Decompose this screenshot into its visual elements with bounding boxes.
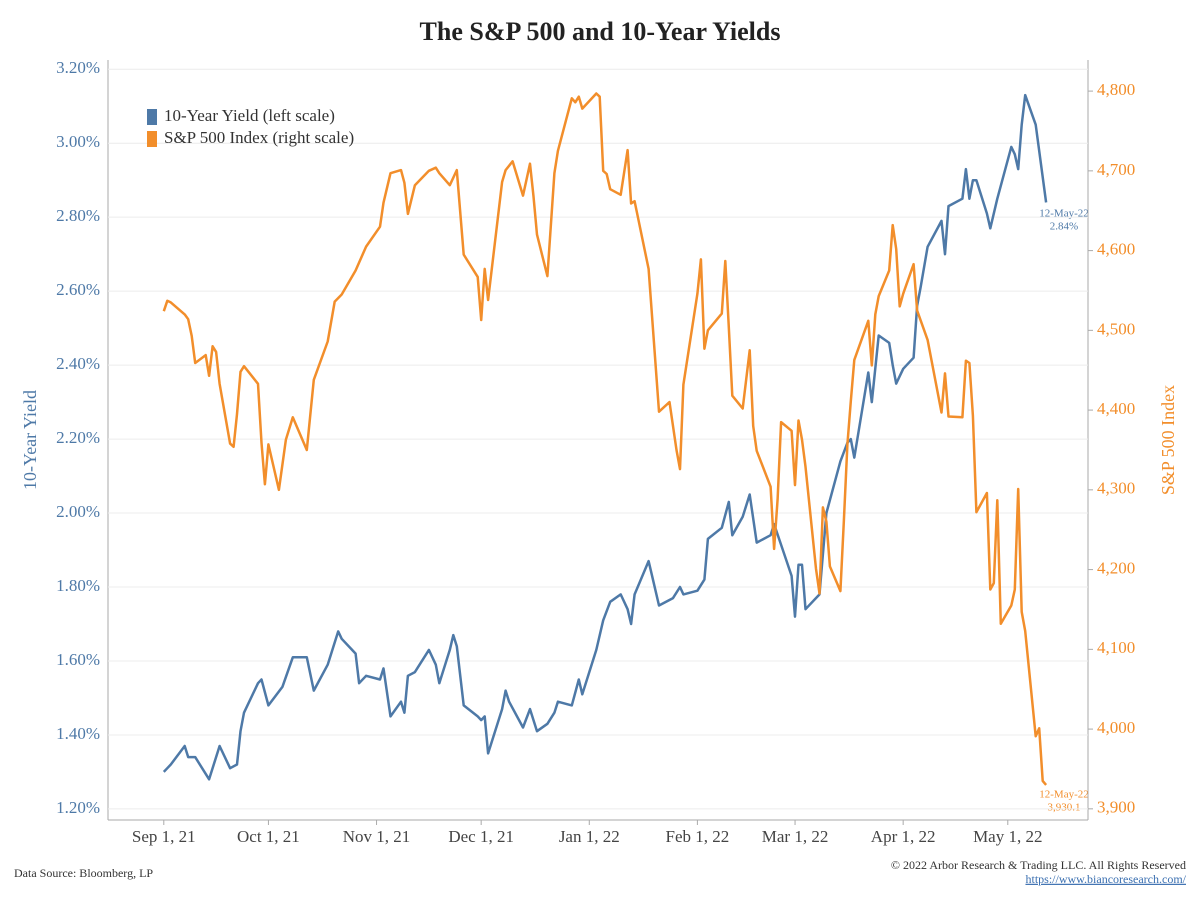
annotation: 3,930.1 (1048, 802, 1081, 814)
legend-label: S&P 500 Index (right scale) (164, 128, 354, 147)
series-line (162, 92, 1048, 786)
annotation: 2.84% (1050, 221, 1078, 233)
x-tick-label: Feb 1, 22 (666, 827, 730, 846)
y2-tick-label: 4,300 (1097, 479, 1135, 498)
y2-tick-label: 4,100 (1097, 638, 1135, 657)
y2-tick-label: 4,000 (1097, 718, 1135, 737)
x-tick-label: Dec 1, 21 (448, 827, 514, 846)
y-axis-label: 10-Year Yield (20, 390, 40, 490)
source: Data Source: Bloomberg, LP (14, 866, 153, 880)
legend-label: 10-Year Yield (left scale) (164, 106, 335, 125)
y-tick-label: 2.60% (56, 280, 100, 299)
y2-tick-label: 4,500 (1097, 319, 1135, 338)
x-tick-label: Jan 1, 22 (559, 827, 620, 846)
legend-swatch (147, 109, 157, 125)
y2-tick-label: 4,600 (1097, 240, 1135, 259)
y-tick-label: 2.80% (56, 206, 100, 225)
legend-swatch (147, 131, 157, 147)
annotation: 12-May-22 (1039, 208, 1089, 220)
y2-tick-label: 4,700 (1097, 160, 1135, 179)
y-tick-label: 1.40% (56, 724, 100, 743)
annotation: 12-May-22 (1039, 789, 1089, 801)
y2-tick-label: 4,200 (1097, 558, 1135, 577)
x-tick-label: Apr 1, 22 (871, 827, 936, 846)
y-tick-label: 2.40% (56, 354, 100, 373)
x-tick-label: Nov 1, 21 (343, 827, 411, 846)
x-tick-label: Oct 1, 21 (237, 827, 300, 846)
y2-tick-label: 3,900 (1097, 798, 1135, 817)
x-tick-label: May 1, 22 (973, 827, 1042, 846)
y-tick-label: 1.20% (56, 798, 100, 817)
url[interactable]: https://www.biancoresearch.com/ (1025, 872, 1186, 886)
y-tick-label: 1.80% (56, 576, 100, 595)
x-tick-label: Mar 1, 22 (762, 827, 829, 846)
y-tick-label: 1.60% (56, 650, 100, 669)
y2-tick-label: 4,400 (1097, 399, 1135, 418)
y-tick-label: 3.20% (56, 58, 100, 77)
x-tick-label: Sep 1, 21 (132, 827, 196, 846)
series-line (162, 93, 1048, 781)
y2-tick-label: 4,800 (1097, 80, 1135, 99)
copyright: © 2022 Arbor Research & Trading LLC. All… (891, 858, 1186, 872)
y-tick-label: 2.00% (56, 502, 100, 521)
y-tick-label: 2.20% (56, 428, 100, 447)
y2-axis-label: S&P 500 Index (1158, 385, 1178, 495)
y-tick-label: 3.00% (56, 132, 100, 151)
chart-title: The S&P 500 and 10-Year Yields (420, 17, 781, 46)
